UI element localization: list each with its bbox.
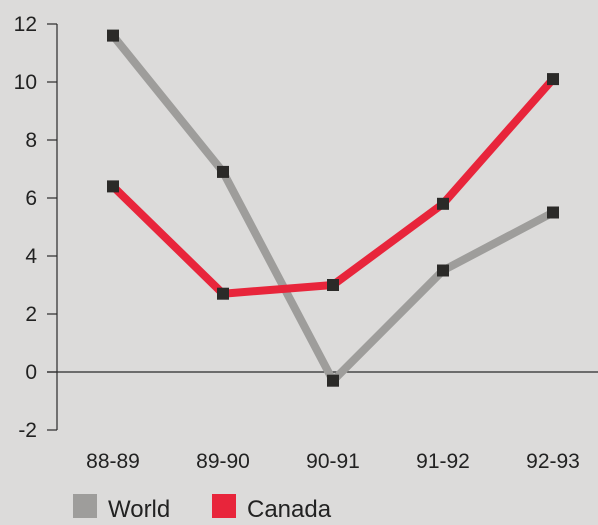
data-point-canada [217, 287, 229, 300]
x-category-label: 90-91 [306, 450, 360, 473]
legend: World Canada [73, 494, 332, 523]
data-point-world [327, 374, 339, 387]
series-line-world [109, 33, 555, 385]
y-tick-label: 6 [25, 187, 37, 210]
x-category-label: 88-89 [86, 450, 140, 473]
y-tick-label: 2 [25, 303, 37, 326]
legend-label-world: World [108, 496, 170, 520]
x-category-label: 92-93 [526, 450, 580, 473]
data-point-world [437, 264, 449, 277]
data-point-world [217, 165, 229, 178]
legend-swatch-world [73, 494, 97, 518]
legend-swatch-canada [212, 494, 236, 518]
x-category-label: 91-92 [416, 450, 470, 473]
data-point-canada [547, 73, 559, 86]
series-layer [109, 33, 556, 385]
marker-layer [107, 29, 559, 387]
y-tick-label: 8 [25, 129, 37, 152]
data-point-canada [327, 279, 339, 291]
y-tick-label: -2 [18, 419, 37, 442]
x-category-label: 89-90 [196, 450, 250, 473]
axis-layer: 12 10 8 6 4 2 0 -2 88-89 89-90 90-91 91-92 92-93 [14, 13, 598, 473]
y-tick-label: 4 [25, 245, 37, 268]
y-tick-label: 0 [25, 361, 37, 384]
data-point-canada [437, 197, 449, 210]
data-point-canada [107, 180, 119, 193]
legend-label-canada: Canada [247, 496, 332, 520]
y-tick-label: 10 [14, 71, 37, 94]
data-point-world [107, 29, 119, 42]
data-point-world [547, 206, 559, 219]
y-tick-label: 12 [14, 13, 37, 36]
